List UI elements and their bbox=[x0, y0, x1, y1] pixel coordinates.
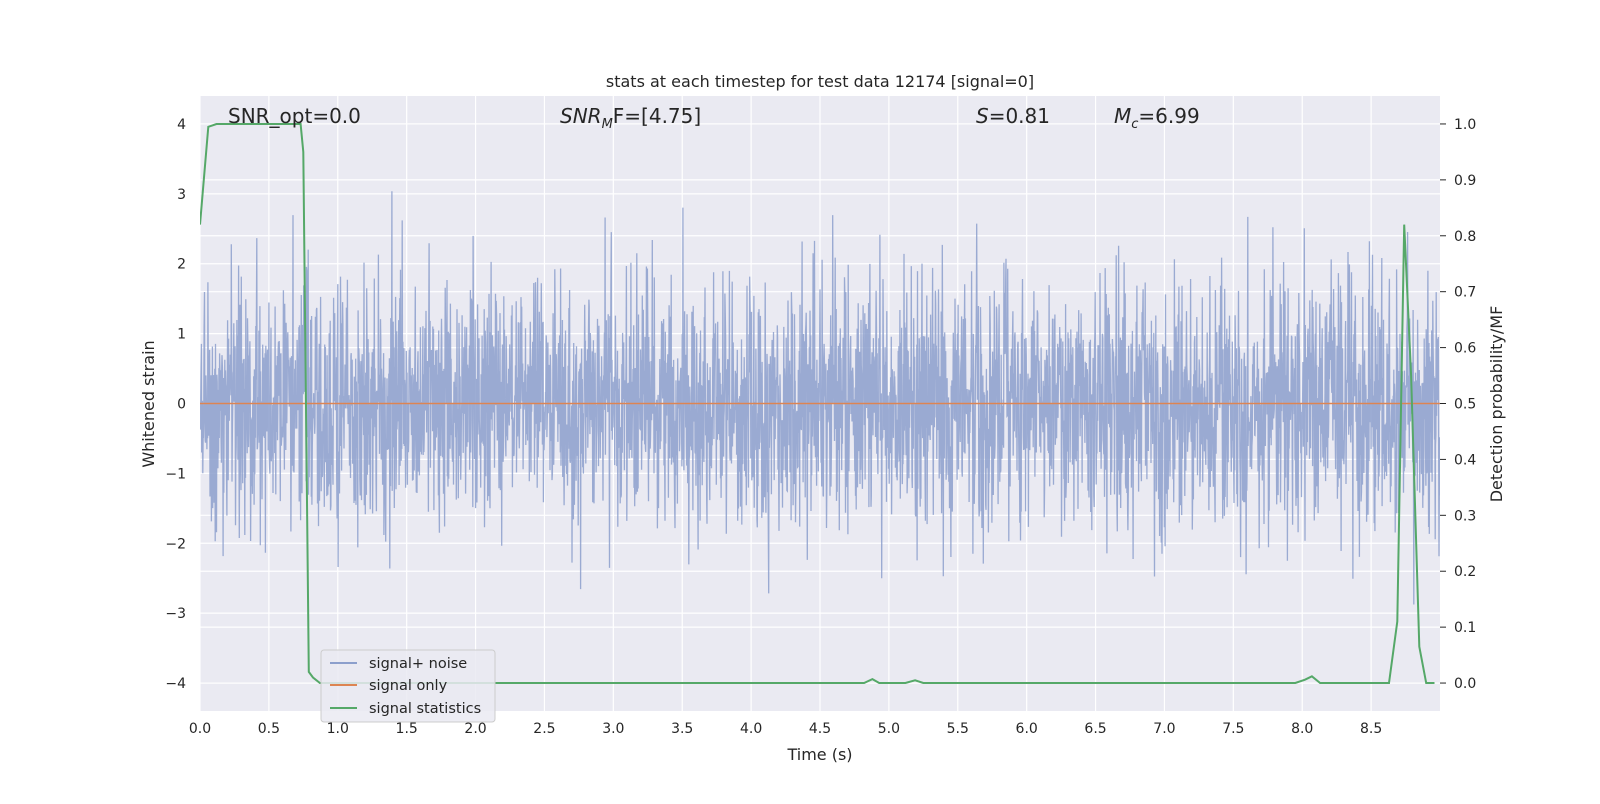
x-tick-label: 1.0 bbox=[327, 721, 349, 737]
x-axis-ticks: 0.0 0.5 1.0 1.5 2.0 2.5 3.0 3.5 4.0 4.5 5.0 5.5 6.0 6… bbox=[189, 721, 1382, 737]
snr-opt-annotation: SNR_opt=0.0 bbox=[228, 104, 361, 128]
y-tick-label: 2 bbox=[177, 257, 186, 273]
x-tick-label: 8.0 bbox=[1291, 721, 1313, 737]
x-tick-label: 6.5 bbox=[1084, 721, 1106, 737]
snr-mf-base: SNR bbox=[560, 104, 602, 128]
legend-label-signal-noise: signal+ noise bbox=[369, 656, 467, 672]
right-tick-label: 0.8 bbox=[1454, 229, 1476, 245]
right-axis-label: Detection probability/MF bbox=[1487, 306, 1506, 503]
legend-label-signal-statistics: signal statistics bbox=[369, 701, 481, 717]
signal-statistics-series bbox=[200, 123, 1435, 684]
mc-value: =6.99 bbox=[1138, 104, 1199, 128]
x-tick-label: 6.0 bbox=[1016, 721, 1038, 737]
mc-sub: c bbox=[1131, 117, 1138, 132]
signal-statistics-line bbox=[200, 123, 1435, 684]
y-tick-label: 0 bbox=[177, 397, 186, 413]
x-tick-label: 3.5 bbox=[671, 721, 693, 737]
x-tick-label: 2.5 bbox=[533, 721, 555, 737]
mc-annotation: Mc=6.99 bbox=[1114, 104, 1200, 132]
y-tick-label: 4 bbox=[177, 117, 186, 133]
y-axis-label: Whitened strain bbox=[139, 340, 158, 467]
right-tick-label: 0.2 bbox=[1454, 564, 1476, 580]
x-tick-label: 7.0 bbox=[1153, 721, 1175, 737]
snr-mf-annotation: SNRMF=[4.75] bbox=[560, 104, 701, 132]
x-tick-label: 8.5 bbox=[1360, 721, 1382, 737]
x-tick-label: 0.5 bbox=[258, 721, 280, 737]
y-tick-label: 1 bbox=[177, 327, 186, 343]
snr-mf-rest: F=[4.75] bbox=[613, 104, 701, 128]
right-tick-label: 0.4 bbox=[1454, 452, 1476, 468]
right-tick-label: 0.7 bbox=[1454, 285, 1476, 301]
y-tick-label: −3 bbox=[165, 606, 186, 622]
right-tick-label: 0.9 bbox=[1454, 173, 1476, 189]
x-tick-label: 7.5 bbox=[1222, 721, 1244, 737]
legend-label-signal-only: signal only bbox=[369, 678, 448, 694]
right-tick-label: 1.0 bbox=[1454, 117, 1476, 133]
x-tick-label: 4.0 bbox=[740, 721, 762, 737]
right-tick-label: 0.3 bbox=[1454, 508, 1476, 524]
x-tick-label: 2.0 bbox=[464, 721, 486, 737]
x-tick-label: 4.5 bbox=[809, 721, 831, 737]
y-axis-ticks: −4 −3 −2 −1 0 1 2 3 4 bbox=[165, 117, 186, 692]
chart-title: stats at each timestep for test data 121… bbox=[606, 72, 1034, 91]
mc-symbol: M bbox=[1114, 104, 1131, 128]
y-tick-label: −2 bbox=[165, 536, 186, 552]
y-tick-label: −1 bbox=[165, 466, 186, 482]
x-tick-label: 0.0 bbox=[189, 721, 211, 737]
s-symbol: S bbox=[976, 104, 989, 128]
y-tick-label: −4 bbox=[165, 676, 186, 692]
noise-series bbox=[200, 191, 1440, 605]
s-annotation: S=0.81 bbox=[976, 104, 1050, 128]
legend: signal+ noise signal only signal statist… bbox=[320, 649, 496, 723]
y-tick-label: 3 bbox=[177, 187, 186, 203]
x-tick-label: 3.0 bbox=[602, 721, 624, 737]
snr-mf-sub: M bbox=[602, 117, 613, 132]
x-tick-label: 1.5 bbox=[396, 721, 418, 737]
right-tick-label: 0.1 bbox=[1454, 620, 1476, 636]
s-value: =0.81 bbox=[989, 104, 1050, 128]
x-tick-label: 5.5 bbox=[947, 721, 969, 737]
x-axis-label: Time (s) bbox=[786, 745, 852, 764]
legend-box bbox=[320, 649, 496, 723]
right-tick-label: 0.6 bbox=[1454, 341, 1476, 357]
signal-noise-line bbox=[200, 191, 1440, 605]
right-tick-label: 0.5 bbox=[1454, 397, 1476, 413]
right-tick-label: 0.0 bbox=[1454, 676, 1476, 692]
x-tick-label: 5.0 bbox=[878, 721, 900, 737]
right-axis-ticks: 0.0 0.1 0.2 0.3 0.4 0.5 0.6 0.7 0.8 0.9 1.0 bbox=[1440, 117, 1476, 692]
